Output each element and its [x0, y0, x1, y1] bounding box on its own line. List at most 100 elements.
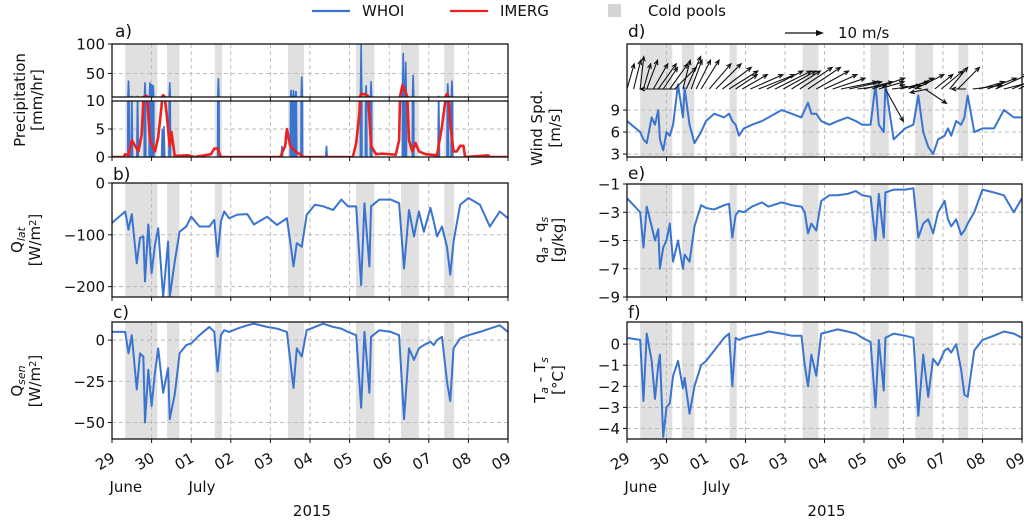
x-tick-label: 05: [330, 449, 356, 474]
plot-area: [627, 322, 1022, 439]
whoi-d-line: [627, 83, 1022, 156]
cold-pool-band: [288, 183, 304, 297]
y-axis-label: [g/kg]: [549, 218, 567, 263]
x-tick-label: 04: [290, 449, 316, 474]
cold-pool-band: [167, 183, 180, 297]
y-axis-label: Qlat: [8, 226, 28, 253]
x-tick-label: 09: [488, 449, 514, 474]
cold-pool-band: [125, 183, 158, 297]
y-axis-label-part: [m/s]: [546, 108, 564, 147]
y-tick-label: −7: [598, 260, 620, 278]
x-tick-label: 29: [607, 449, 633, 474]
y-axis-label-part: sen: [15, 365, 28, 384]
y-axis-label-part: Q: [8, 241, 26, 253]
wind-arrow: [735, 73, 759, 90]
panel-label: a): [115, 22, 132, 42]
whoi-b-line: [112, 197, 508, 297]
wind-arrow: [685, 55, 702, 90]
y-tick-label: −100: [64, 226, 105, 244]
y-axis-label-part: [g/kg]: [549, 218, 567, 263]
panel-label: c): [113, 303, 129, 323]
y-axis-label: [m/s]: [546, 108, 564, 147]
x-tick-label: 01: [686, 449, 712, 474]
wind-arrow: [633, 58, 643, 90]
y-axis-label-part: a: [538, 387, 551, 394]
wind-arrow: [700, 59, 720, 90]
x-tick-label: 04: [805, 449, 831, 474]
panel-label: d): [628, 22, 645, 42]
whoi-precip-line: [127, 44, 454, 97]
plot-area: [112, 101, 508, 157]
wind-arrow: [695, 58, 712, 90]
wind-arrow: [646, 58, 659, 90]
x-month-label: June: [108, 478, 142, 496]
cold-pool-band: [802, 44, 819, 157]
wind-arrow: [849, 80, 883, 90]
x-tick-label: 02: [211, 449, 237, 474]
wind-arrow: [1003, 83, 1024, 90]
panel-d: 9 6 3 Wind Spd. [m/s] d): [528, 22, 1024, 166]
x-tick-label: 07: [923, 449, 949, 474]
whoi-precip-line: [126, 101, 454, 157]
x-tick-label: 09: [1002, 449, 1024, 474]
y-tick-label: −50: [73, 414, 105, 432]
y-tick-label: −9: [598, 289, 620, 307]
wind-arrow: [816, 70, 850, 90]
wind-arrow: [682, 58, 692, 90]
x-tick-label: 07: [409, 449, 435, 474]
y-tick-label: −3: [598, 399, 620, 417]
y-axis-label: [mm/hr]: [28, 69, 46, 131]
whoi-c-line: [112, 322, 508, 424]
wind-arrow: [832, 77, 867, 90]
y-tick-label: 0: [95, 149, 105, 167]
cold-pool-band: [444, 44, 455, 97]
wind-arrow: [766, 70, 805, 90]
y-tick-label: 0: [95, 332, 105, 350]
y-tick-label: −200: [64, 278, 105, 296]
x-month-label: June: [623, 478, 657, 496]
x-tick-label: 30: [647, 449, 673, 474]
x-tick-label: 03: [765, 449, 791, 474]
y-axis-label: Ta - Ts: [531, 357, 551, 404]
wind-arrow: [652, 62, 669, 90]
x-tick-label: 03: [251, 449, 277, 474]
wind-reference-label: 10 m/s: [838, 24, 890, 42]
wind-reference: 10 m/s: [785, 24, 890, 42]
plot-area: [627, 44, 1022, 157]
y-axis-label: qa - qs: [531, 216, 551, 263]
y-axis-label-part: q: [531, 254, 549, 264]
x-tick-label: 29: [92, 449, 118, 474]
cold-pool-band: [729, 44, 737, 157]
wind-arrow: [791, 70, 822, 90]
wind-arrow: [626, 62, 636, 90]
x-tick-label: 06: [370, 449, 396, 474]
y-axis-label: Qsen: [8, 365, 28, 396]
y-tick-label: −3: [598, 204, 620, 222]
wind-arrow: [898, 83, 922, 90]
y-tick-label: 5: [95, 121, 105, 139]
wind-arrow: [750, 74, 785, 90]
wind-arrow: [949, 66, 969, 90]
legend-whoi-label: WHOI: [362, 2, 404, 20]
wind-arrow: [924, 88, 948, 105]
y-tick-label: 9: [610, 102, 620, 120]
x-year-label: 2015: [293, 502, 331, 520]
legend-imerg-label: IMERG: [500, 2, 549, 20]
cold-pool-band: [958, 44, 969, 157]
y-tick-label: 0: [610, 336, 620, 354]
panel-e: −1 −3 −5 −7 −9 qa - qs[g/kg] e): [531, 164, 1023, 307]
y-axis-label-part: Q: [8, 385, 26, 397]
wind-arrow: [642, 62, 652, 90]
wind-arrow: [708, 62, 732, 90]
y-tick-label: 50: [86, 65, 105, 83]
wind-arrow: [657, 62, 678, 90]
cold-pool-band: [802, 322, 819, 439]
wind-arrow: [950, 86, 967, 92]
wind-arrow: [824, 74, 859, 90]
y-axis-label-part: a: [538, 247, 551, 254]
x-month-label: July: [188, 478, 216, 496]
wind-arrow: [995, 74, 1024, 90]
x-tick-label: 05: [844, 449, 870, 474]
